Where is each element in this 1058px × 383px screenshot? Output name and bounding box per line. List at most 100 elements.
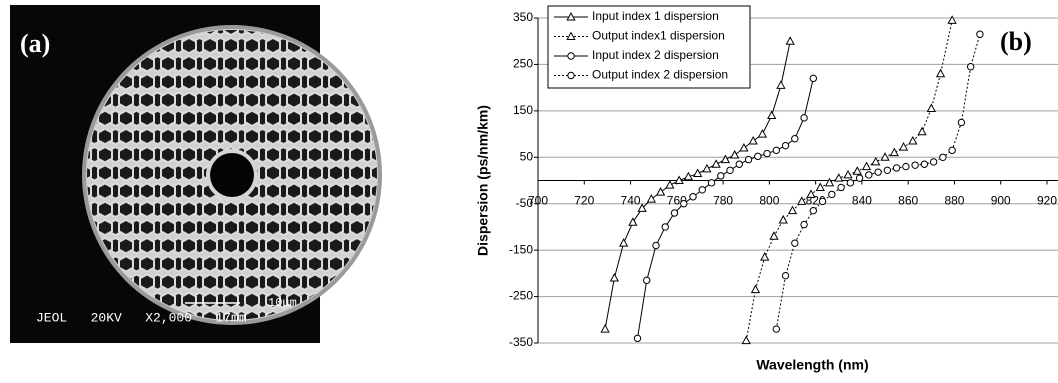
point — [846, 179, 855, 187]
point — [652, 241, 660, 250]
point — [633, 334, 642, 343]
point — [748, 135, 758, 145]
point — [837, 183, 845, 192]
point — [760, 252, 770, 261]
point — [791, 135, 799, 143]
core — [210, 153, 254, 197]
point — [693, 168, 703, 178]
point — [935, 68, 946, 78]
x-tick-label: 800 — [759, 194, 779, 208]
legend-label: Output index1 dispersion — [592, 29, 725, 43]
point — [883, 166, 892, 174]
point — [618, 238, 629, 247]
y-tick-label: -250 — [509, 289, 533, 303]
y-tick-label: -350 — [509, 335, 533, 349]
point — [787, 205, 798, 215]
point — [772, 325, 781, 333]
y-tick-label: -150 — [509, 242, 533, 256]
point — [741, 335, 751, 345]
point — [920, 160, 929, 168]
point — [785, 36, 795, 45]
y-tick-label: 250 — [513, 57, 533, 71]
point — [750, 284, 761, 294]
point — [776, 80, 786, 89]
point — [730, 149, 740, 159]
y-tick-label: 50 — [520, 149, 534, 163]
point — [948, 146, 956, 155]
point — [769, 231, 779, 240]
legend-label: Input index 2 dispersion — [592, 48, 719, 62]
sem-image: (a) 10μm JEOL 20KV X2,000 17mm — [10, 5, 382, 343]
point — [646, 194, 657, 203]
x-tick-label: 900 — [991, 194, 1011, 208]
panel-label: (b) — [1000, 27, 1032, 56]
point — [874, 168, 882, 176]
point — [680, 200, 688, 208]
point — [643, 276, 651, 285]
point — [976, 30, 984, 38]
point — [778, 214, 788, 224]
point — [898, 142, 909, 151]
x-tick-label: 700 — [528, 194, 548, 208]
point — [871, 156, 881, 166]
point — [852, 166, 862, 175]
legend-label: Output index 2 dispersion — [592, 68, 728, 82]
point — [855, 174, 864, 182]
y-axis-label: Dispersion (ps/nm/km) — [475, 105, 491, 256]
point — [689, 193, 697, 201]
point — [957, 118, 966, 127]
y-tick-label: -50 — [516, 196, 534, 210]
legend-marker — [566, 11, 576, 21]
point — [754, 152, 762, 161]
point — [824, 177, 835, 187]
point — [791, 239, 799, 247]
point — [772, 146, 781, 155]
x-tick-label: 920 — [1037, 194, 1057, 208]
point — [966, 63, 975, 71]
x-axis-label: Wavelength (nm) — [756, 357, 868, 373]
point — [637, 203, 647, 212]
point — [726, 166, 734, 174]
point — [926, 103, 936, 113]
x-tick-label: 880 — [944, 194, 964, 208]
point — [828, 190, 836, 199]
point — [800, 114, 808, 122]
point — [917, 126, 927, 136]
y-tick-label: 350 — [513, 10, 533, 24]
legend-label: Input index 1 dispersion — [592, 9, 719, 23]
point — [911, 161, 919, 169]
point — [744, 155, 753, 164]
x-tick-label: 720 — [574, 194, 594, 208]
point — [674, 175, 684, 184]
point — [670, 209, 679, 217]
point — [800, 220, 808, 229]
point — [600, 324, 610, 333]
point — [809, 74, 818, 83]
image-info: JEOL 20KV X2,000 17mm — [36, 310, 247, 325]
point — [781, 141, 790, 150]
point — [797, 196, 807, 205]
point — [939, 153, 947, 161]
panel-label: (a) — [20, 29, 50, 58]
point — [809, 206, 818, 215]
series-line — [775, 34, 981, 330]
legend-box — [547, 5, 751, 89]
point — [735, 160, 743, 168]
point — [717, 172, 725, 180]
point — [880, 152, 890, 161]
x-tick-label: 780 — [713, 194, 733, 208]
point — [665, 180, 675, 189]
scale-bar-label: 10μm — [268, 296, 297, 310]
point — [861, 161, 872, 171]
series-line — [636, 78, 814, 339]
point — [739, 142, 749, 152]
point — [628, 217, 638, 226]
point — [892, 164, 901, 172]
point — [702, 163, 712, 173]
point — [711, 159, 721, 168]
x-tick-label: 860 — [898, 194, 918, 208]
legend-marker — [567, 71, 575, 80]
point — [655, 187, 666, 196]
